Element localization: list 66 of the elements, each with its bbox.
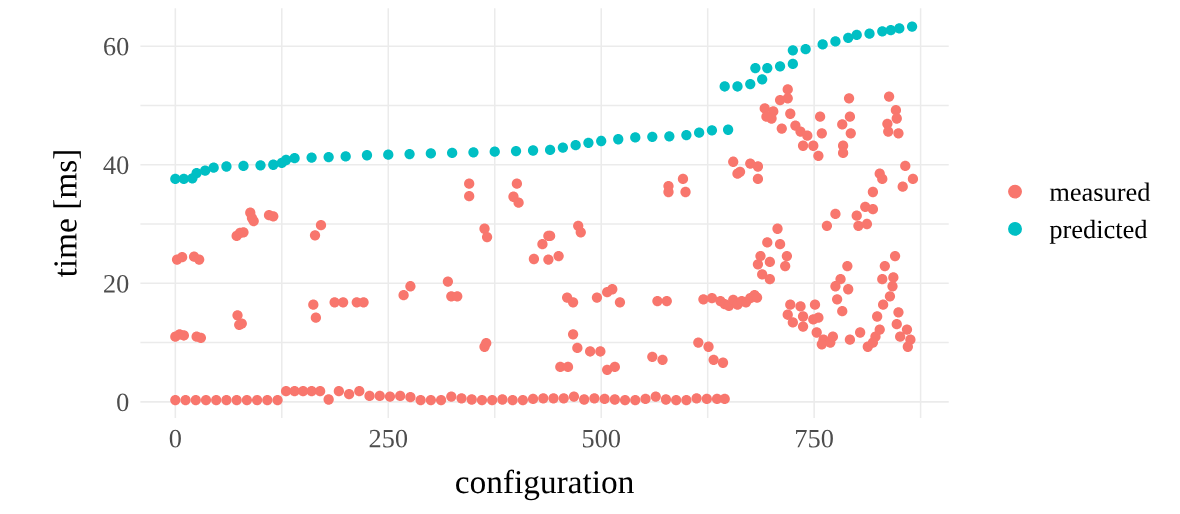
point (268, 159, 279, 170)
point (647, 131, 658, 143)
point (596, 135, 607, 147)
point (191, 167, 202, 179)
point (238, 160, 249, 172)
y-tick-label: 0 (117, 393, 129, 412)
legend-label: predicted (1049, 219, 1148, 244)
point (800, 43, 811, 55)
x-axis-title: configuration (456, 469, 634, 501)
point (830, 36, 841, 47)
point (745, 78, 756, 90)
point (774, 61, 786, 72)
point (630, 132, 641, 143)
point (306, 152, 317, 163)
point (817, 39, 828, 50)
x-tick-label: 250 (369, 429, 408, 448)
y-axis-title: time [ms] (53, 151, 81, 278)
point (178, 173, 190, 185)
point (722, 124, 734, 135)
point (851, 29, 862, 41)
point (906, 21, 918, 32)
point (527, 145, 539, 156)
x-tick-label: 0 (169, 429, 181, 448)
point (510, 145, 522, 157)
point (447, 147, 458, 159)
point (557, 142, 569, 153)
point (732, 81, 743, 92)
point (468, 147, 479, 158)
point (255, 160, 266, 171)
point (719, 81, 730, 92)
point (706, 125, 718, 136)
point (340, 151, 351, 162)
point (361, 150, 373, 161)
y-tick-label: 60 (104, 37, 129, 56)
point (864, 28, 875, 39)
point (664, 131, 675, 142)
point (200, 165, 211, 176)
point (544, 144, 556, 156)
point (583, 137, 594, 148)
point (681, 129, 692, 141)
point (757, 74, 768, 85)
point (383, 149, 394, 160)
point (787, 45, 798, 56)
point (221, 161, 232, 172)
point (843, 32, 854, 44)
point (613, 134, 624, 145)
point (762, 62, 773, 74)
point (694, 127, 705, 138)
point (750, 62, 761, 74)
point (570, 140, 581, 151)
x-tick-label: 750 (796, 429, 833, 448)
point (425, 148, 437, 159)
point (787, 58, 798, 70)
point (208, 162, 219, 173)
point (885, 25, 896, 36)
legend-label: measured (1049, 182, 1151, 202)
point (280, 154, 292, 166)
point (404, 148, 415, 160)
point (877, 26, 888, 37)
point (289, 153, 300, 164)
y-tick-label: 40 (103, 156, 129, 175)
point (894, 23, 905, 34)
point (323, 151, 334, 163)
y-tick-label: 20 (104, 274, 129, 293)
point (489, 146, 500, 157)
x-tick-label: 500 (582, 429, 620, 448)
